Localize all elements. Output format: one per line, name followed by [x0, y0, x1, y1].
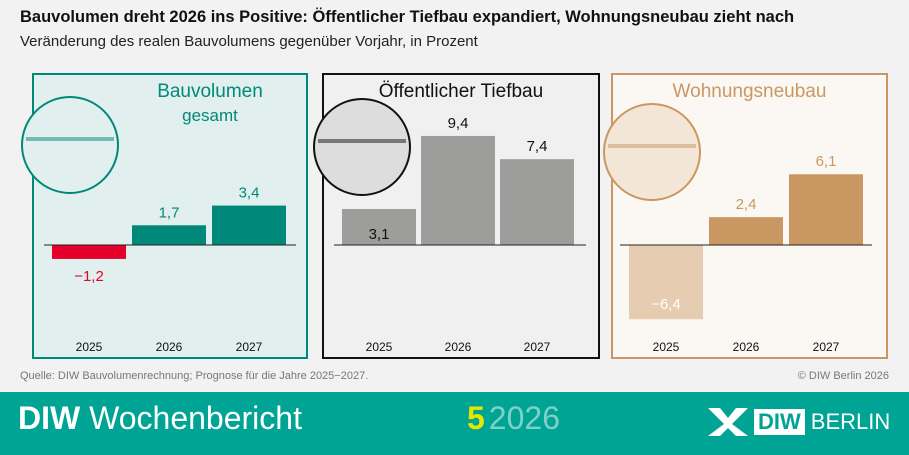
logo-berlin: BERLIN [810, 409, 891, 434]
panel-title: Öffentlicher Tiefbau [378, 81, 544, 102]
logo-diw: DIW [754, 409, 805, 435]
data-label: 2,4 [736, 196, 757, 213]
tick-label: 2026 [156, 340, 183, 354]
bar-2027 [789, 174, 863, 245]
tick-label: 2025 [653, 340, 680, 354]
bar-2026 [132, 225, 206, 245]
brand: DIW Wochenbericht [18, 400, 302, 437]
tick-label: 2026 [445, 340, 472, 354]
data-label: 9,4 [448, 115, 469, 132]
icon-detail [608, 144, 696, 148]
panel-title: Bauvolumen [157, 81, 263, 102]
bar-2027 [212, 205, 286, 245]
diw-logo: DIW BERLIN [708, 408, 890, 436]
tick-label: 2025 [76, 340, 103, 354]
charts-svg: −1,2 2025 1,7 2026 3,4 2027 3,1 2025 9,4 2026 7,4 2… [21, 96, 872, 354]
panel-subtitle: gesamt [182, 106, 238, 125]
panel-title: Wohnungsneubau [672, 81, 827, 102]
road-rail-icon [313, 98, 411, 196]
data-label: 1,7 [159, 204, 180, 221]
data-label: 7,4 [527, 138, 548, 155]
bar-2025 [52, 245, 126, 259]
source-note: Quelle: DIW Bauvolumenrechnung; Prognose… [20, 370, 369, 382]
data-label: 3,1 [369, 226, 390, 243]
city-road-rail-icon [21, 96, 119, 194]
brand-name: Wochenbericht [89, 400, 302, 436]
tick-label: 2027 [813, 340, 840, 354]
chart-subtitle: Veränderung des realen Bauvolumens gegen… [20, 33, 478, 50]
brand-bold: DIW [18, 400, 81, 436]
tick-label: 2025 [366, 340, 393, 354]
icon-detail [26, 137, 114, 141]
issue-number: 5 [467, 400, 485, 436]
issue-year: 2026 [488, 400, 560, 436]
chart-title: Bauvolumen dreht 2026 ins Positive: Öffe… [20, 8, 795, 26]
housing-icon [603, 103, 701, 201]
data-label: −1,2 [74, 268, 104, 285]
bar-2027 [500, 159, 574, 245]
data-label: −6,4 [651, 296, 681, 313]
bar-2025 [342, 209, 416, 245]
copyright: © DIW Berlin 2026 [797, 370, 889, 382]
data-label: 6,1 [816, 153, 837, 170]
bar-2026 [709, 217, 783, 245]
bar-2025 [629, 245, 703, 320]
issue: 5 2026 [467, 400, 560, 437]
icon-detail [318, 139, 406, 143]
tick-label: 2027 [236, 340, 263, 354]
data-label: 3,4 [239, 185, 260, 202]
tick-label: 2026 [733, 340, 760, 354]
tick-label: 2027 [524, 340, 551, 354]
diw-logo-icon [708, 408, 748, 436]
bar-2026 [421, 135, 495, 245]
